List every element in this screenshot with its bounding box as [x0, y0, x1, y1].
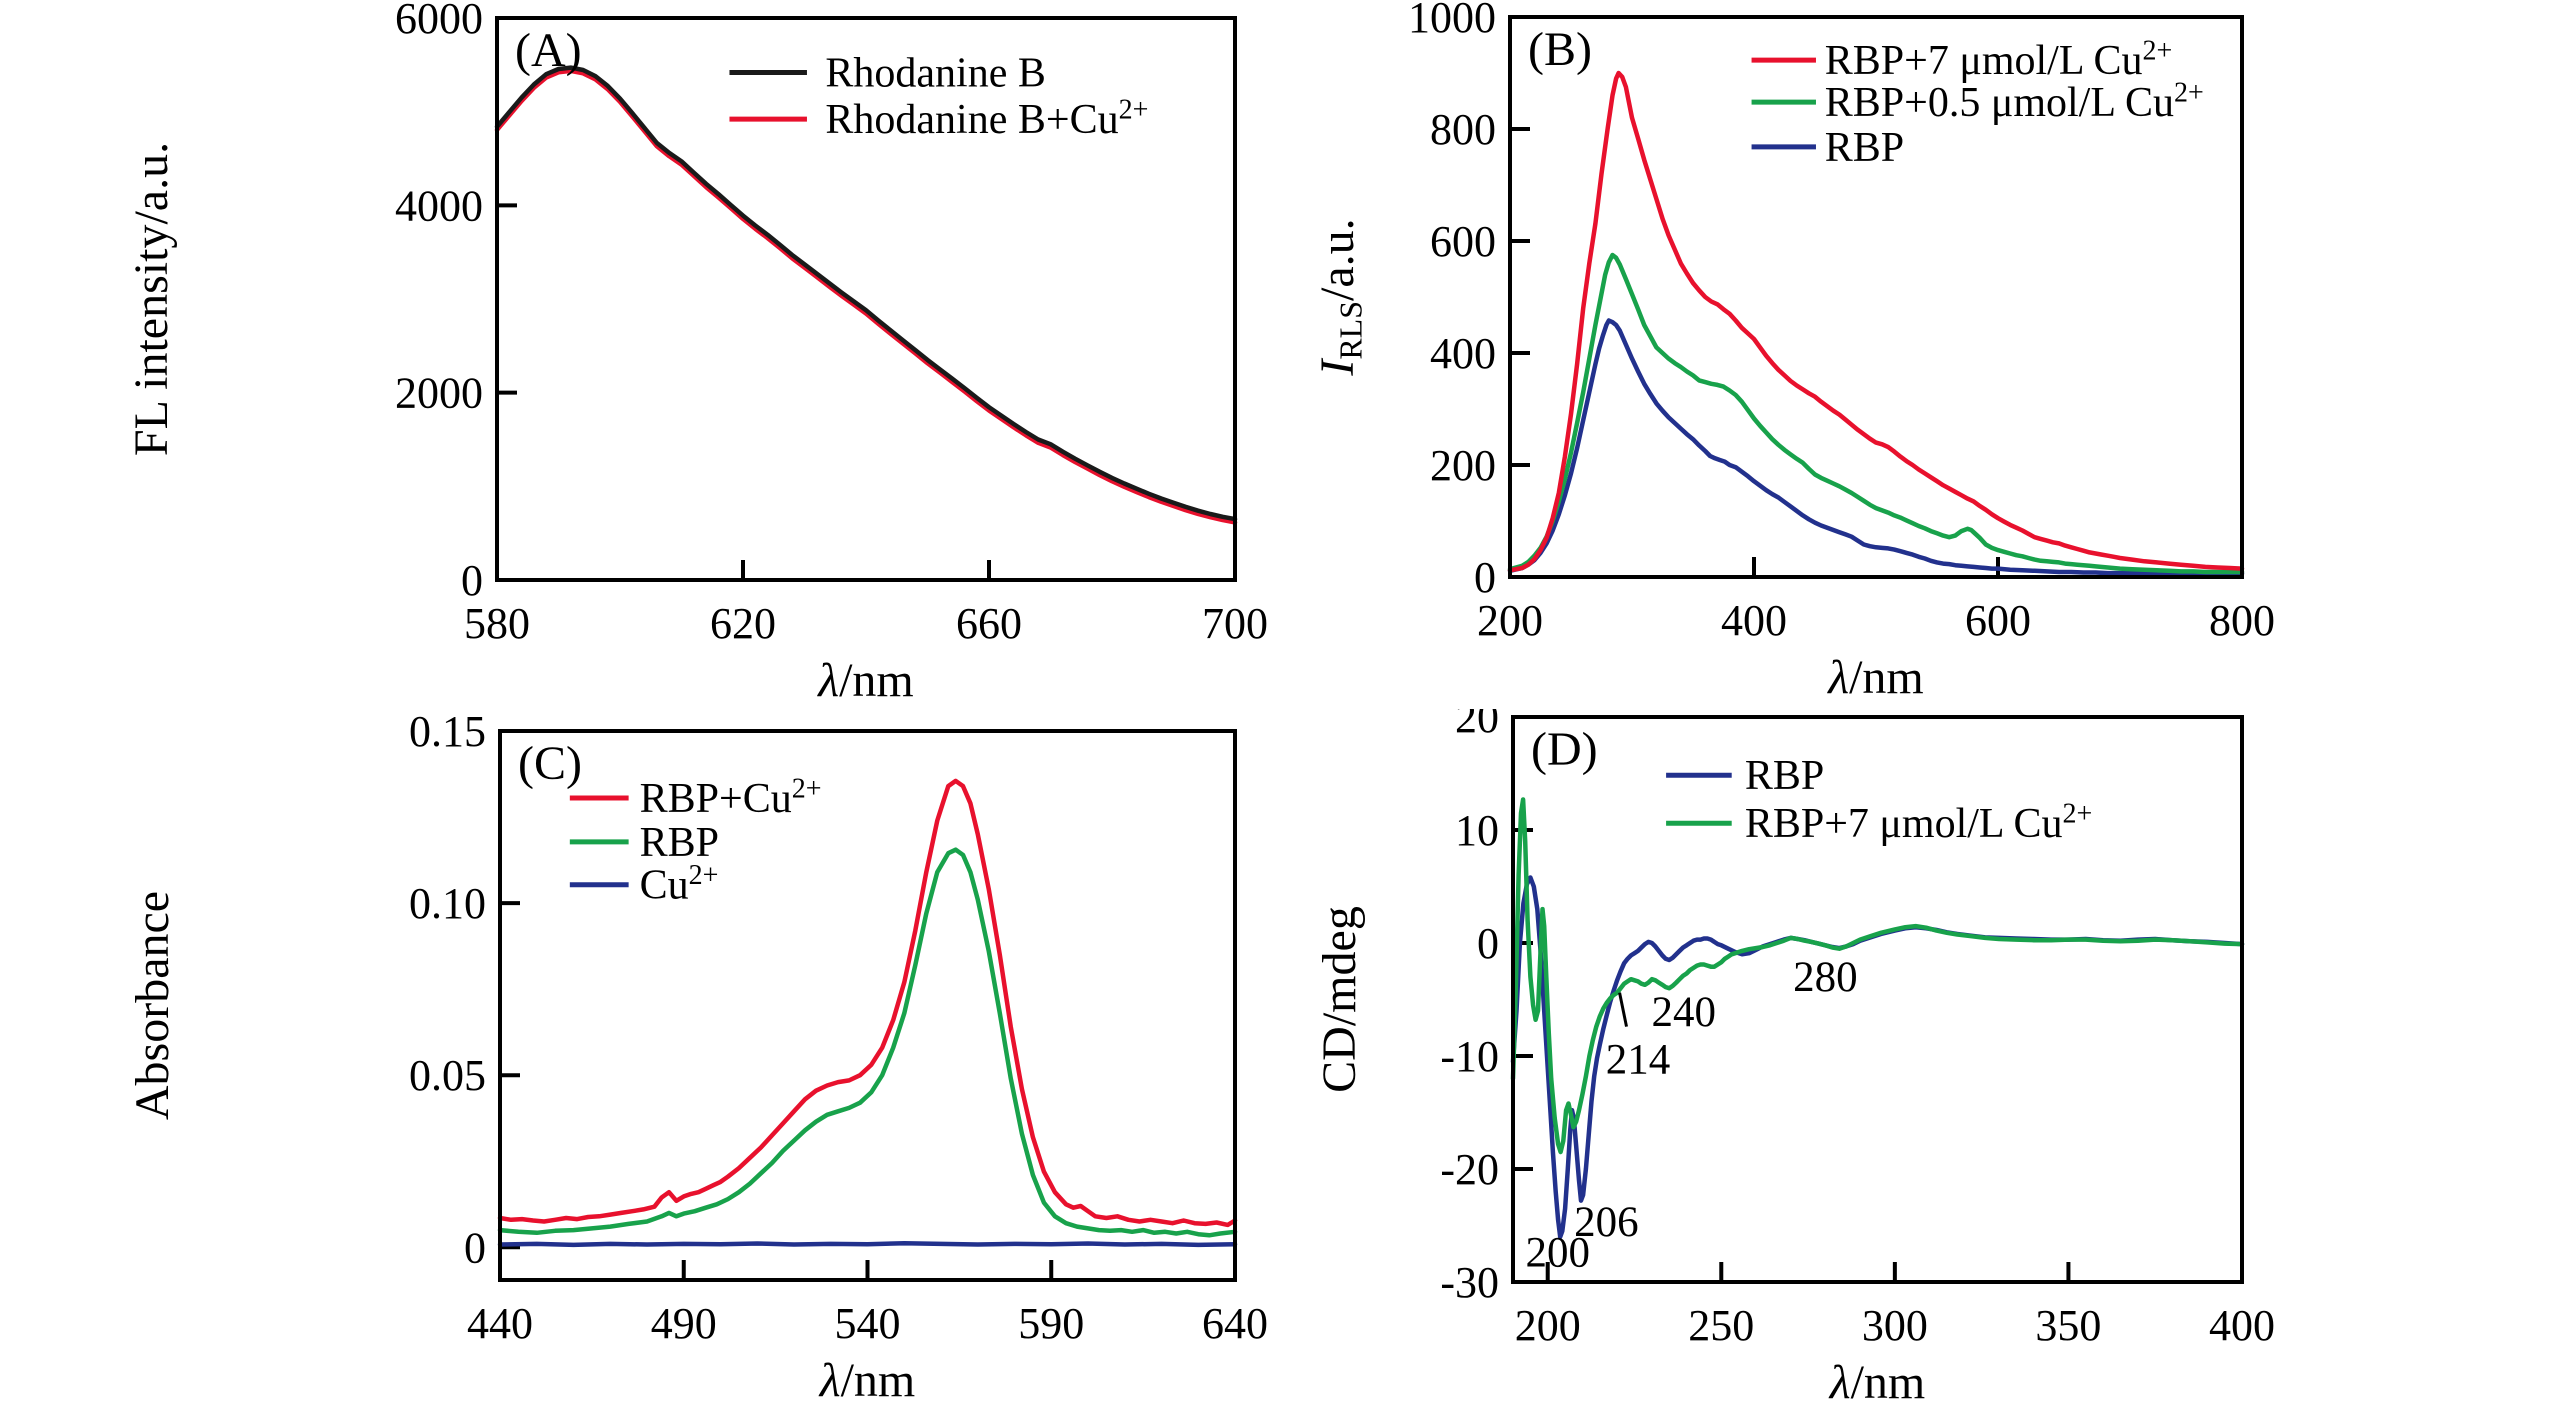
x-tick-label: 590	[1018, 1299, 1084, 1348]
x-tick-label: 300	[1862, 1301, 1928, 1350]
x-tick-label: 620	[710, 599, 776, 648]
wavelength-annotation: 240	[1652, 989, 1717, 1036]
x-tick-label: 200	[1515, 1301, 1581, 1350]
x-tick-label: 440	[467, 1299, 533, 1348]
x-tick-label: 640	[1202, 1299, 1268, 1348]
series-line-3	[1507, 318, 2245, 576]
x-tick-label: 700	[1202, 599, 1268, 648]
legend-label: RBP+0.5 μmol/L Cu2+	[1825, 77, 2204, 126]
y-tick-label: 0.05	[409, 1051, 486, 1100]
x-tick-label: 400	[1721, 596, 1787, 645]
wavelength-annotation: 200	[1526, 1229, 1591, 1276]
wavelength-annotation: 206	[1574, 1199, 1639, 1246]
y-tick-label: 0.10	[409, 879, 486, 928]
plot-frame	[495, 16, 1237, 582]
y-tick-label: 20	[1455, 709, 1499, 742]
y-tick-label: 800	[1430, 105, 1496, 154]
x-tick-label: 800	[2209, 596, 2275, 645]
y-tick-label: -20	[1440, 1145, 1499, 1194]
y-axis-title: Absorbance	[126, 891, 179, 1120]
legend-label: RBP	[640, 820, 719, 866]
panel-c-absorbance-chart: 440 490 540 590 640 0 0.05 0.10 0.15 (C) λ/nm Absor…	[0, 709, 1283, 1417]
x-tick-label: 350	[2035, 1301, 2101, 1350]
y-axis-title: IRLS/a.u.	[1311, 218, 1369, 376]
y-tick-label: 2000	[395, 369, 483, 418]
legend-label: Rhodanine B+Cu2+	[825, 94, 1148, 143]
legend-label: Cu2+	[640, 860, 719, 909]
x-axis-title: λ/nm	[1828, 1356, 1925, 1409]
y-tick-label: 600	[1430, 217, 1496, 266]
panel-B-plot: 200 400 600 80002004006008001000(B)λ/nmIRLS…	[1311, 0, 2275, 704]
panel-d-cd-chart: 200 250 300 350 400 -30 -20 -10 0 10 20 (D) λ/nm CD/m…	[1284, 709, 2567, 1417]
y-tick-label: -30	[1440, 1258, 1499, 1307]
panel-D-plot: 200 250 300 350 400 -30 -20 -10 0 10 20 (D) λ/nm CD/m…	[1313, 709, 2275, 1409]
series-line-1	[497, 778, 1238, 1228]
legend-label: RBP+7 μmol/L Cu2+	[1825, 35, 2173, 84]
y-tick-label: 0	[464, 1223, 486, 1272]
x-tick-label: 660	[956, 599, 1022, 648]
y-axis-title: CD/mdeg	[1313, 906, 1366, 1093]
series-line-2	[1507, 252, 2245, 575]
x-tick-label: 600	[1965, 596, 2031, 645]
y-tick-label: 10	[1455, 806, 1499, 855]
series-line-1	[494, 65, 1238, 522]
y-tick-label: -10	[1440, 1032, 1499, 1081]
wavelength-annotation: 214	[1606, 1036, 1671, 1083]
x-tick-label: 400	[2209, 1301, 2275, 1350]
wavelength-annotation: 280	[1793, 954, 1858, 1001]
legend: RBP+7 μmol/L Cu2+RBP+0.5 μmol/L Cu2+RBP	[1751, 35, 2204, 171]
y-tick-label: 0	[1474, 553, 1496, 602]
x-tick-label: 490	[651, 1299, 717, 1348]
y-axis-title: FL intensity/a.u.	[125, 142, 178, 456]
legend-label: RBP	[1825, 125, 1904, 171]
series-line-3	[497, 1240, 1238, 1248]
x-tick-label: 580	[464, 599, 530, 648]
y-tick-label: 0	[461, 556, 483, 605]
annotation-leader-line	[1618, 992, 1628, 1027]
y-tick-label: 0.15	[409, 709, 486, 756]
x-tick-label: 540	[835, 1299, 901, 1348]
legend-label: RBP+7 μmol/L Cu2+	[1745, 799, 2093, 848]
panel-letter: (C)	[518, 737, 582, 790]
x-tick-label: 200	[1477, 596, 1543, 645]
panel-a-fluorescence-chart: 580 620 660 700 0 2000 4000 6000 (A) λ/nm FL inten…	[0, 0, 1283, 708]
series-line-2	[497, 847, 1238, 1238]
y-tick-label: 400	[1430, 329, 1496, 378]
series-line-1	[1507, 70, 2245, 573]
panel-b-rls-chart: 200 400 600 80002004006008001000(B)λ/nmIRLS…	[1284, 0, 2567, 708]
panel-A-plot: 580 620 660 700 0 2000 4000 6000 (A) λ/nm FL inten…	[125, 0, 1268, 707]
plot-frame	[1511, 715, 2244, 1284]
plot-frame	[1508, 15, 2244, 579]
panel-letter: (A)	[515, 24, 582, 77]
y-tick-label: 200	[1430, 441, 1496, 490]
y-tick-label: 6000	[395, 0, 483, 43]
legend-label: Rhodanine B	[825, 51, 1045, 97]
x-axis-title: λ/nm	[1826, 651, 1923, 704]
y-tick-label: 0	[1477, 919, 1499, 968]
panel-C-plot: 440 490 540 590 640 0 0.05 0.10 0.15 (C) λ/nm Absor…	[126, 709, 1268, 1407]
legend-label: RBP+Cu2+	[640, 773, 822, 822]
y-tick-label: 1000	[1408, 0, 1496, 42]
x-axis-title: λ/nm	[818, 1354, 915, 1407]
x-tick-label: 250	[1688, 1301, 1754, 1350]
series-line-2	[1510, 797, 2245, 1155]
y-tick-label: 4000	[395, 181, 483, 230]
panel-letter: (B)	[1528, 23, 1592, 76]
plot-frame	[498, 729, 1237, 1282]
x-axis-title: λ/nm	[816, 654, 913, 707]
panel-letter: (D)	[1531, 723, 1598, 776]
legend-label: RBP	[1745, 753, 1824, 799]
